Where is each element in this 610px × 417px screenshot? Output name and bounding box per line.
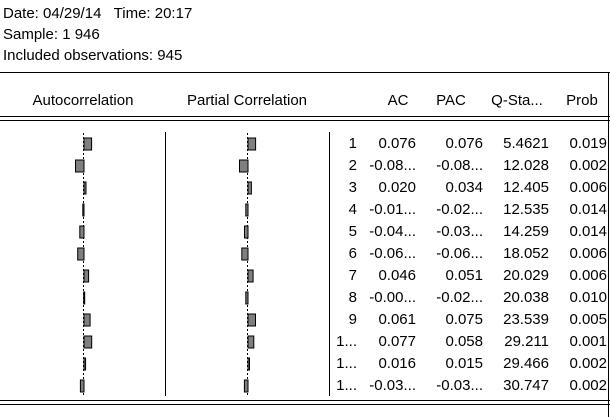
pac-value: 0.075 <box>445 311 483 328</box>
lag: 8 <box>349 289 357 306</box>
sample-line: Sample: 1 946 <box>3 26 100 43</box>
lag: 3 <box>349 179 357 196</box>
column-header: PAC <box>436 92 466 109</box>
ac-value: -0.03... <box>369 377 416 394</box>
prob: 0.014 <box>569 223 607 240</box>
ac-value: -0.00... <box>369 289 416 306</box>
prob: 0.002 <box>569 157 607 174</box>
q-stat: 29.211 <box>504 333 549 350</box>
prob: 0.006 <box>569 179 607 196</box>
ac-value: -0.08... <box>369 157 416 174</box>
q-stat: 5.4621 <box>503 135 549 152</box>
pac-value: -0.06... <box>436 245 483 262</box>
correlation-bar <box>243 379 249 393</box>
prob: 0.001 <box>569 333 607 350</box>
ac-value: 0.016 <box>378 355 416 372</box>
ac-value: 0.076 <box>378 135 416 152</box>
correlation-bar <box>83 291 86 305</box>
correlation-bar <box>247 357 250 371</box>
prob: 0.014 <box>569 201 607 218</box>
ac-value: 0.020 <box>378 179 416 196</box>
pac-value: 0.058 <box>445 333 483 350</box>
pac-value: 0.015 <box>445 355 483 372</box>
correlation-bar <box>79 379 85 393</box>
lag: 6 <box>349 245 357 262</box>
correlation-bar <box>75 159 85 173</box>
correlation-bar <box>245 291 249 305</box>
q-stat: 29.466 <box>503 355 549 372</box>
correlation-bar <box>239 159 249 173</box>
pac-value: 0.051 <box>445 267 483 284</box>
pac-value: 0.034 <box>445 179 483 196</box>
correlation-bar <box>247 313 256 327</box>
lag: 4 <box>349 201 357 218</box>
lag: 1... <box>336 355 357 372</box>
correlation-bar <box>244 225 249 239</box>
correlation-bar <box>83 313 91 327</box>
column-header: AC <box>388 92 409 109</box>
column-header: Autocorrelation <box>33 92 134 109</box>
lag: 1 <box>349 135 357 152</box>
column-header: Partial Correlation <box>187 92 307 109</box>
correlation-bar <box>241 247 249 261</box>
correlation-bar <box>82 203 85 217</box>
correlation-bar <box>83 335 93 349</box>
correlation-bar <box>83 269 90 283</box>
correlation-bar <box>247 269 254 283</box>
correlation-bar <box>245 203 249 217</box>
correlation-bar <box>83 357 87 371</box>
column-header: Q-Sta... <box>491 92 543 109</box>
pac-value: -0.03... <box>436 223 483 240</box>
pac-value: 0.076 <box>445 135 483 152</box>
pac-value: -0.03... <box>436 377 483 394</box>
q-stat: 12.405 <box>503 179 549 196</box>
lag: 9 <box>349 311 357 328</box>
ac-value: 0.061 <box>378 311 416 328</box>
prob: 0.002 <box>569 377 607 394</box>
ac-value: -0.06... <box>369 245 416 262</box>
prob: 0.006 <box>569 267 607 284</box>
lag: 7 <box>349 267 357 284</box>
correlation-bar <box>247 335 255 349</box>
prob: 0.010 <box>569 289 607 306</box>
correlation-bar <box>247 137 257 151</box>
correlation-bar <box>247 181 252 195</box>
prob: 0.005 <box>569 311 607 328</box>
lag: 5 <box>349 223 357 240</box>
q-stat: 20.029 <box>503 267 549 284</box>
q-stat: 23.539 <box>503 311 549 328</box>
correlation-bar <box>79 225 85 239</box>
ac-value: 0.077 <box>378 333 416 350</box>
correlation-bar <box>83 181 87 195</box>
lag: 1... <box>336 377 357 394</box>
q-stat: 12.028 <box>503 157 549 174</box>
observations-line: Included observations: 945 <box>3 47 182 64</box>
pac-value: -0.02... <box>436 289 483 306</box>
ac-value: -0.01... <box>369 201 416 218</box>
correlation-bar <box>77 247 85 261</box>
prob: 0.006 <box>569 245 607 262</box>
q-stat: 20.038 <box>503 289 549 306</box>
correlation-bar <box>83 137 93 151</box>
q-stat: 18.052 <box>503 245 549 262</box>
ac-value: -0.04... <box>369 223 416 240</box>
ac-value: 0.046 <box>378 267 416 284</box>
lag: 1... <box>336 333 357 350</box>
column-header: Prob <box>566 92 598 109</box>
pac-value: -0.02... <box>436 201 483 218</box>
prob: 0.002 <box>569 355 607 372</box>
date-line: Date: 04/29/14 Time: 20:17 <box>3 5 192 22</box>
q-stat: 30.747 <box>503 377 549 394</box>
q-stat: 14.259 <box>503 223 549 240</box>
prob: 0.019 <box>569 135 607 152</box>
q-stat: 12.535 <box>503 201 549 218</box>
pac-value: -0.08... <box>436 157 483 174</box>
lag: 2 <box>349 157 357 174</box>
